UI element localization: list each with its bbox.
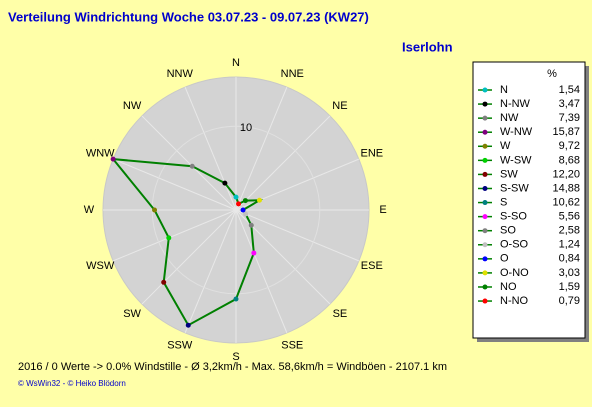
legend-name: O-SO (500, 239, 529, 251)
radar-point (248, 222, 254, 228)
direction-label: NNE (281, 68, 304, 80)
legend-marker (482, 101, 488, 107)
footer: 2016 / 0 Werte -> 0.0% Windstille - Ø 3,… (18, 361, 447, 373)
legend-value: 15,87 (552, 126, 580, 138)
direction-label: SSW (167, 340, 193, 352)
legend-name: O-NO (500, 267, 529, 279)
legend-marker (482, 214, 488, 220)
legend-value: 0,84 (559, 253, 580, 265)
radar-point (161, 279, 167, 285)
spoke (184, 86, 237, 211)
legend-marker (482, 185, 488, 191)
legend-value: 1,54 (559, 84, 580, 96)
legend-value: 1,24 (559, 239, 580, 251)
direction-label: N (232, 57, 240, 69)
legend-marker (482, 200, 488, 206)
legend-marker (482, 87, 488, 93)
chart-title: Verteilung Windrichtung Woche 03.07.23 -… (8, 9, 369, 24)
legend-name: N-NW (500, 98, 531, 110)
radar-point (233, 296, 239, 302)
legend-marker (482, 157, 488, 163)
legend-value: 1,59 (559, 281, 580, 293)
legend (472, 61, 586, 339)
radar-point (166, 235, 172, 241)
legend-name: S-SO (500, 211, 527, 223)
legend-name: W-NW (500, 126, 533, 138)
direction-label: S (232, 351, 239, 363)
legend-value: 3,47 (559, 98, 580, 110)
legend-value: 7,39 (559, 112, 580, 124)
direction-label: NNW (167, 68, 194, 80)
legend-value: 9,72 (559, 140, 580, 152)
legend-title: % (547, 68, 557, 80)
r-tick-label: 10 (240, 122, 252, 134)
direction-label: SSE (281, 340, 303, 352)
chart-subtitle: Iserlohn (402, 39, 453, 54)
legend-marker (482, 228, 488, 234)
legend-name: S (500, 196, 507, 208)
legend-value: 2,58 (559, 225, 580, 237)
spoke (235, 115, 331, 211)
direction-label: NE (332, 100, 347, 112)
legend-name: NW (500, 112, 519, 124)
direction-label: SE (333, 308, 348, 320)
credit: © WsWin32 - © Heiko Blödorn (18, 379, 126, 388)
radar-point (251, 250, 257, 256)
radar-point (256, 197, 262, 203)
legend-marker (482, 171, 488, 177)
legend-value: 5,56 (559, 211, 580, 223)
radar-point (110, 156, 116, 162)
direction-label: E (379, 204, 386, 216)
legend-name: O (500, 253, 509, 265)
legend-name: W (500, 140, 511, 152)
radar-point (189, 163, 195, 169)
spoke (235, 209, 360, 262)
spoke (235, 86, 288, 211)
legend-name: N-NO (500, 295, 529, 307)
legend-name: N (500, 84, 508, 96)
legend-name: SW (500, 168, 518, 180)
legend-marker (482, 256, 488, 262)
legend-name: NO (500, 281, 517, 293)
radar-point (222, 180, 228, 186)
spoke (141, 209, 237, 305)
spoke (235, 209, 288, 334)
legend-name: S-SW (500, 182, 529, 194)
radar-point (185, 322, 191, 328)
radar-point (242, 198, 248, 204)
legend-name: SO (500, 225, 516, 237)
legend-marker (482, 298, 488, 304)
spoke (112, 158, 237, 211)
spoke (112, 209, 237, 262)
legend-value: 10,62 (552, 196, 580, 208)
legend-value: 3,03 (559, 267, 580, 279)
legend-marker (482, 129, 488, 135)
radar-point (152, 207, 158, 213)
legend-value: 12,20 (552, 168, 580, 180)
radar-point (240, 207, 246, 213)
legend-marker (482, 115, 488, 121)
direction-label: NW (123, 100, 142, 112)
spoke (184, 209, 237, 334)
legend-marker (482, 242, 488, 248)
legend-marker (482, 270, 488, 276)
direction-label: WSW (86, 260, 115, 272)
direction-label: ENE (360, 148, 383, 160)
legend-name: W-SW (500, 154, 532, 166)
legend-marker (482, 284, 488, 290)
legend-marker (482, 143, 488, 149)
direction-label: ESE (361, 260, 383, 272)
radar-point (233, 194, 239, 200)
legend-value: 14,88 (552, 182, 580, 194)
direction-label: SW (123, 308, 141, 320)
legend-value: 8,68 (559, 154, 580, 166)
direction-label: W (84, 204, 95, 216)
legend-value: 0,79 (559, 295, 580, 307)
direction-label: WNW (86, 148, 115, 160)
radar-point (243, 211, 249, 217)
spoke (141, 115, 237, 211)
radar-point (236, 201, 242, 207)
